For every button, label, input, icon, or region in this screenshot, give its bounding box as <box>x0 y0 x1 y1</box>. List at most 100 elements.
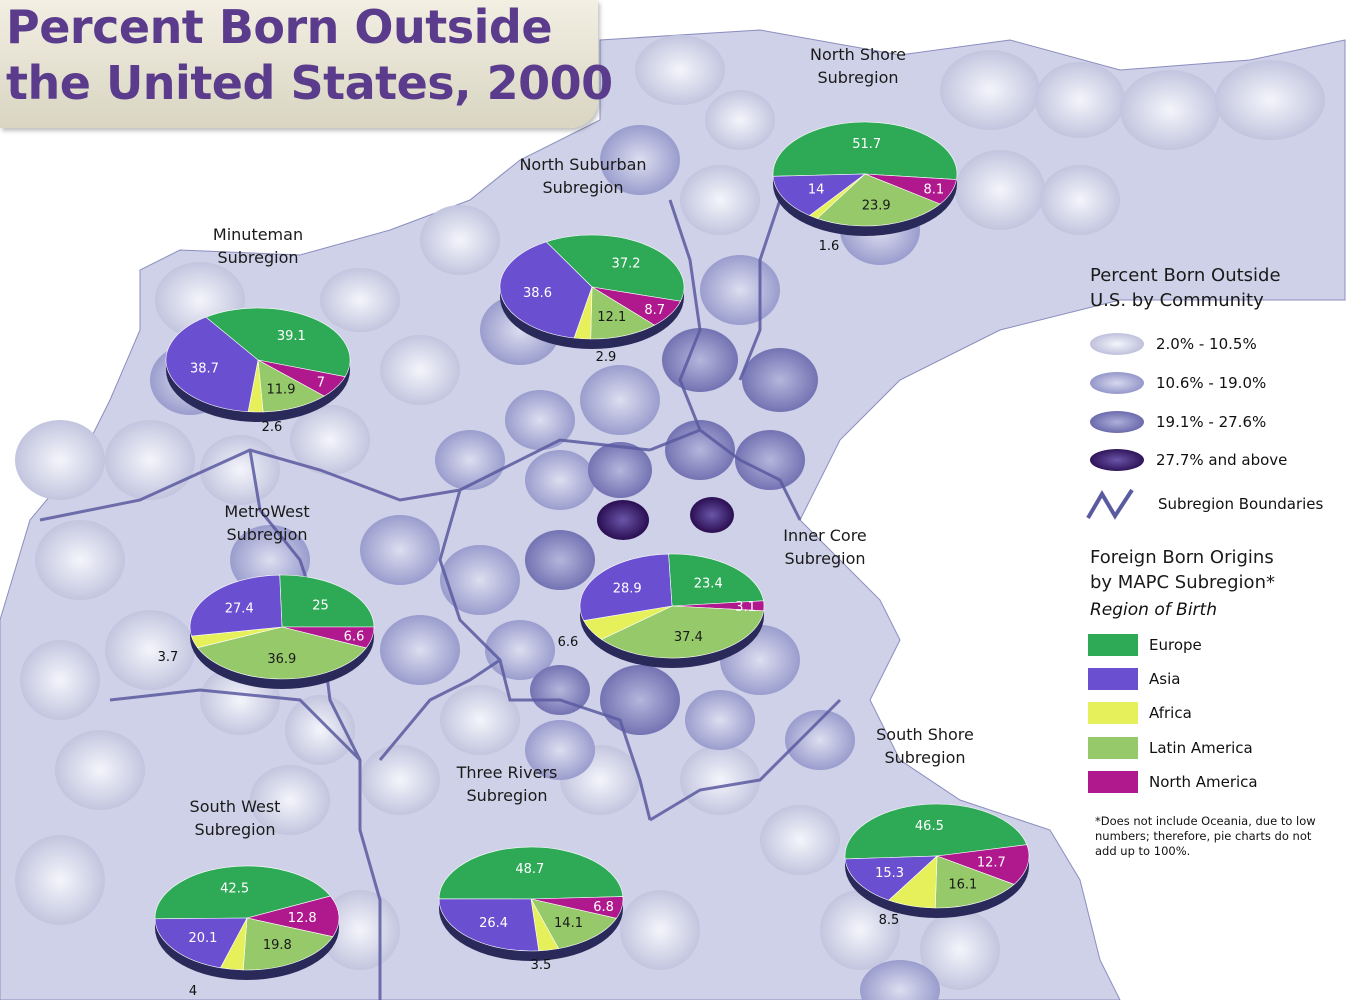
pie-value-label: 20.1 <box>188 931 217 946</box>
pie-value-label: 6.8 <box>593 900 614 915</box>
pie-value-label: 3.1 <box>735 600 756 615</box>
title-banner: Percent Born Outside the United States, … <box>0 0 613 128</box>
pie-value-label: 37.4 <box>674 630 703 645</box>
pie-value-label: 27.4 <box>225 601 254 616</box>
pie-slice-north-america <box>246 895 340 938</box>
legend-class-4: 27.7% and above <box>1156 451 1288 469</box>
pie-value-label: 12.7 <box>977 856 1006 871</box>
pie-inner-core-subregion: 23.4 3.1 37.4 6.6 28.9 Inner Core Subregion <box>558 526 867 668</box>
pie-title: MetroWest <box>224 502 309 521</box>
pie-value-label: 38.7 <box>190 362 219 377</box>
pie-value-label: 23.9 <box>862 199 891 214</box>
pie-north-suburban-subregion: 37.2 8.7 12.1 2.9 38.6 North Suburban Subregio… <box>499 155 685 365</box>
title-line-2: the United States, 2000 <box>6 56 613 110</box>
pie-title: North Suburban <box>519 155 646 174</box>
pie-title: Inner Core <box>783 526 867 545</box>
pie-value-label: 4 <box>189 984 197 999</box>
pie-value-label: 8.1 <box>924 183 945 198</box>
pie-value-label: 3.7 <box>158 650 179 665</box>
title-line-1: Percent Born Outside <box>6 0 553 54</box>
pie-slice-latin-america <box>600 605 764 659</box>
pie-minuteman-subregion: 39.1 7 11.9 2.6 38.7 Minuteman Subregion <box>165 225 351 435</box>
pie-value-label: 2.6 <box>262 420 283 435</box>
origins-heading-2: by MAPC Subregion* <box>1090 572 1275 593</box>
pie-side <box>580 606 764 668</box>
pie-value-label: 25 <box>312 599 329 614</box>
pie-slice-asia <box>154 917 248 969</box>
pie-title: Subregion <box>784 549 865 568</box>
pie-value-label: 3.5 <box>531 958 552 973</box>
pie-side <box>155 918 339 980</box>
pie-value-label: 28.9 <box>613 582 642 597</box>
origin-label-north-america: North America <box>1149 773 1258 791</box>
pie-title: Subregion <box>542 178 623 197</box>
pie-slice-north-america <box>936 844 1030 885</box>
pie-value-label: 8.7 <box>644 303 665 318</box>
community-legend-swatches <box>1086 333 1144 520</box>
pie-slice-europe <box>844 803 1028 860</box>
pie-slice-asia <box>499 241 593 339</box>
pie-title: South West <box>190 797 281 816</box>
pie-value-label: 37.2 <box>612 256 641 271</box>
pie-title: South Shore <box>876 725 974 744</box>
pie-value-label: 14 <box>808 183 825 198</box>
pie-north-shore-subregion: 51.7 8.1 23.9 1.6 14 North Shore Subregion <box>772 45 958 254</box>
pie-value-label: 7 <box>317 376 325 391</box>
origins-subheading: Region of Birth <box>1090 600 1217 620</box>
pie-title: Subregion <box>194 820 275 839</box>
pie-south-west-subregion: 42.5 12.8 19.8 4 20.1 South West Subregion <box>154 797 340 999</box>
pie-value-label: 46.5 <box>915 819 944 834</box>
pie-south-shore-subregion: 46.5 12.716.1 8.5 15.3 South Shore Subregion <box>844 725 1030 928</box>
pie-slice-europe <box>438 846 624 900</box>
pie-slice-latin-america <box>242 917 334 971</box>
pie-value-label: 12.8 <box>288 911 317 926</box>
pie-three-rivers-subregion: 48.7 6.8 14.1 3.5 26.4 Three Rivers Subregion <box>438 763 624 973</box>
pie-value-label: 6.6 <box>344 630 365 645</box>
pie-slice-asia <box>165 316 259 413</box>
origin-label-latin-america: Latin America <box>1149 739 1253 757</box>
pie-metrowest-subregion: 25 6.6 36.9 3.7 27.4 MetroWest Subregion <box>158 502 375 689</box>
pie-value-label: 51.7 <box>852 137 881 152</box>
pie-value-label: 36.9 <box>267 652 296 667</box>
pie-side <box>190 627 374 689</box>
swatch-europe <box>1088 634 1138 656</box>
pie-title: Subregion <box>884 748 965 767</box>
pie-slice-europe <box>545 234 685 302</box>
origins-heading-1: Foreign Born Origins <box>1090 547 1274 568</box>
pie-value-label: 38.6 <box>523 286 552 301</box>
pie-title: Subregion <box>226 525 307 544</box>
pie-slice-latin-america <box>530 898 617 949</box>
pie-value-label: 12.1 <box>597 310 626 325</box>
pie-slice-asia <box>579 553 673 621</box>
legend-class-1: 2.0% - 10.5% <box>1156 335 1257 353</box>
pie-title: Subregion <box>817 68 898 87</box>
pie-value-label: 19.8 <box>263 938 292 953</box>
pie-side <box>166 360 350 422</box>
swatch-latin-america <box>1088 737 1138 759</box>
pie-slice-latin-america <box>197 626 367 680</box>
subregion-pie-charts: 39.1 7 11.9 2.6 38.7 Minuteman Subregion 37.2 8.… <box>154 45 1030 999</box>
pie-slice-europe <box>205 307 351 378</box>
pie-value-label: 6.6 <box>558 635 579 650</box>
pie-title: North Shore <box>810 45 906 64</box>
legend-heading-2: U.S. by Community <box>1090 290 1264 311</box>
pie-slice-asia <box>438 898 540 952</box>
pie-slice-latin-america <box>257 359 325 413</box>
pie-side <box>500 287 684 349</box>
legend-heading-1: Percent Born Outside <box>1090 265 1281 286</box>
legend-class-3: 19.1% - 27.6% <box>1156 413 1267 431</box>
pie-value-label: 2.9 <box>596 350 617 365</box>
subregion-boundaries <box>39 199 842 1000</box>
pie-slice-europe <box>668 553 764 607</box>
pie-slice-europe <box>772 121 958 180</box>
origin-label-europe: Europe <box>1149 636 1202 654</box>
origin-label-africa: Africa <box>1149 704 1192 722</box>
pie-value-label: 14.1 <box>554 916 583 931</box>
pie-slice-asia <box>772 173 866 216</box>
pie-value-label: 42.5 <box>220 882 249 897</box>
pie-title: Subregion <box>217 248 298 267</box>
swatch-africa <box>1088 702 1138 724</box>
pie-slice-latin-america <box>934 855 1015 909</box>
